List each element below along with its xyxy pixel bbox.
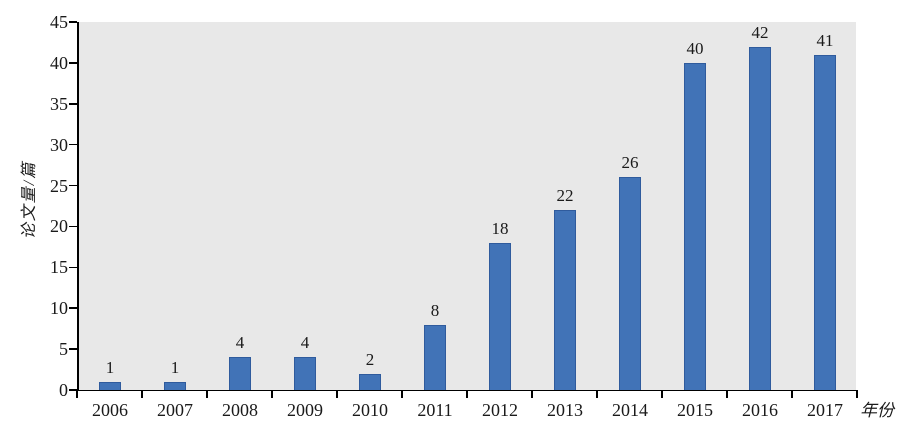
- bar-value-label: 4: [235, 333, 245, 353]
- x-tick-label: 2012: [482, 400, 518, 420]
- x-tick-mark: [531, 390, 533, 398]
- y-tick-mark: [69, 62, 77, 64]
- x-tick-label: 2011: [417, 400, 453, 420]
- bar: [424, 324, 446, 390]
- bar-value-label: 42: [751, 22, 769, 42]
- x-tick-mark: [401, 390, 403, 398]
- bar-value-label: 26: [621, 153, 639, 173]
- x-tick-label: 2006: [92, 400, 128, 420]
- bar: [554, 210, 576, 390]
- y-tick-mark: [69, 103, 77, 105]
- x-tick-mark: [856, 390, 858, 398]
- y-tick-mark: [69, 225, 77, 228]
- y-tick-label: 30: [50, 134, 68, 155]
- y-axis-line: [77, 22, 79, 391]
- bar-value-label: 4: [300, 333, 310, 353]
- bar-value-label: 18: [491, 218, 509, 238]
- plot-area: [78, 22, 856, 390]
- bar-value-label: 41: [816, 30, 834, 50]
- x-tick-label: 2013: [547, 400, 583, 420]
- y-tick-mark: [69, 184, 77, 187]
- bar: [229, 357, 251, 390]
- x-tick-mark: [791, 390, 793, 398]
- bar-value-label: 40: [686, 38, 704, 58]
- x-tick-mark: [726, 390, 728, 398]
- bar: [814, 54, 836, 390]
- bar: [359, 373, 381, 390]
- x-tick-label: 2009: [287, 400, 323, 420]
- x-tick-label: 2008: [222, 400, 258, 420]
- y-tick-label: 45: [50, 12, 68, 32]
- x-tick-label: 2017: [807, 400, 843, 420]
- bar: [99, 381, 121, 390]
- bar: [684, 62, 706, 390]
- bar: [164, 381, 186, 390]
- x-tick-mark: [596, 390, 598, 398]
- x-tick-mark: [271, 390, 273, 398]
- y-tick-label: 0: [59, 380, 68, 400]
- y-tick-mark: [69, 348, 77, 350]
- bar: [619, 177, 641, 390]
- bar-value-label: 1: [170, 357, 180, 377]
- x-tick-mark: [206, 390, 208, 398]
- y-tick-mark: [69, 266, 77, 269]
- y-tick-label: 15: [50, 257, 68, 278]
- x-tick-mark: [661, 390, 663, 398]
- bar: [749, 46, 771, 390]
- bar-value-label: 2: [365, 349, 375, 369]
- x-tick-label: 2016: [742, 400, 778, 420]
- x-tick-mark: [466, 390, 468, 398]
- x-tick-label: 2014: [612, 400, 648, 420]
- bar: [489, 242, 511, 390]
- x-tick-mark: [141, 390, 143, 398]
- bar-value-label: 8: [430, 300, 440, 320]
- y-tick-label: 20: [50, 216, 68, 237]
- bar-value-label: 1: [105, 357, 115, 377]
- y-tick-label: 35: [50, 93, 68, 114]
- x-axis-line: [70, 389, 857, 391]
- bar-value-label: 22: [556, 186, 574, 206]
- x-tick-mark: [336, 390, 338, 398]
- x-tick-label: 2010: [352, 400, 388, 420]
- x-axis-title: 年份: [860, 401, 894, 420]
- x-tick-label: 2007: [157, 400, 193, 420]
- y-tick-label: 25: [50, 175, 68, 196]
- y-tick-mark: [69, 21, 77, 23]
- x-tick-mark: [76, 390, 78, 398]
- y-tick-mark: [69, 143, 77, 146]
- y-tick-mark: [69, 389, 77, 391]
- y-tick-label: 40: [50, 52, 68, 73]
- y-tick-label: 5: [59, 339, 68, 360]
- y-tick-mark: [69, 307, 77, 309]
- x-tick-label: 2015: [677, 400, 713, 420]
- bar: [294, 357, 316, 390]
- y-tick-label: 10: [50, 298, 68, 319]
